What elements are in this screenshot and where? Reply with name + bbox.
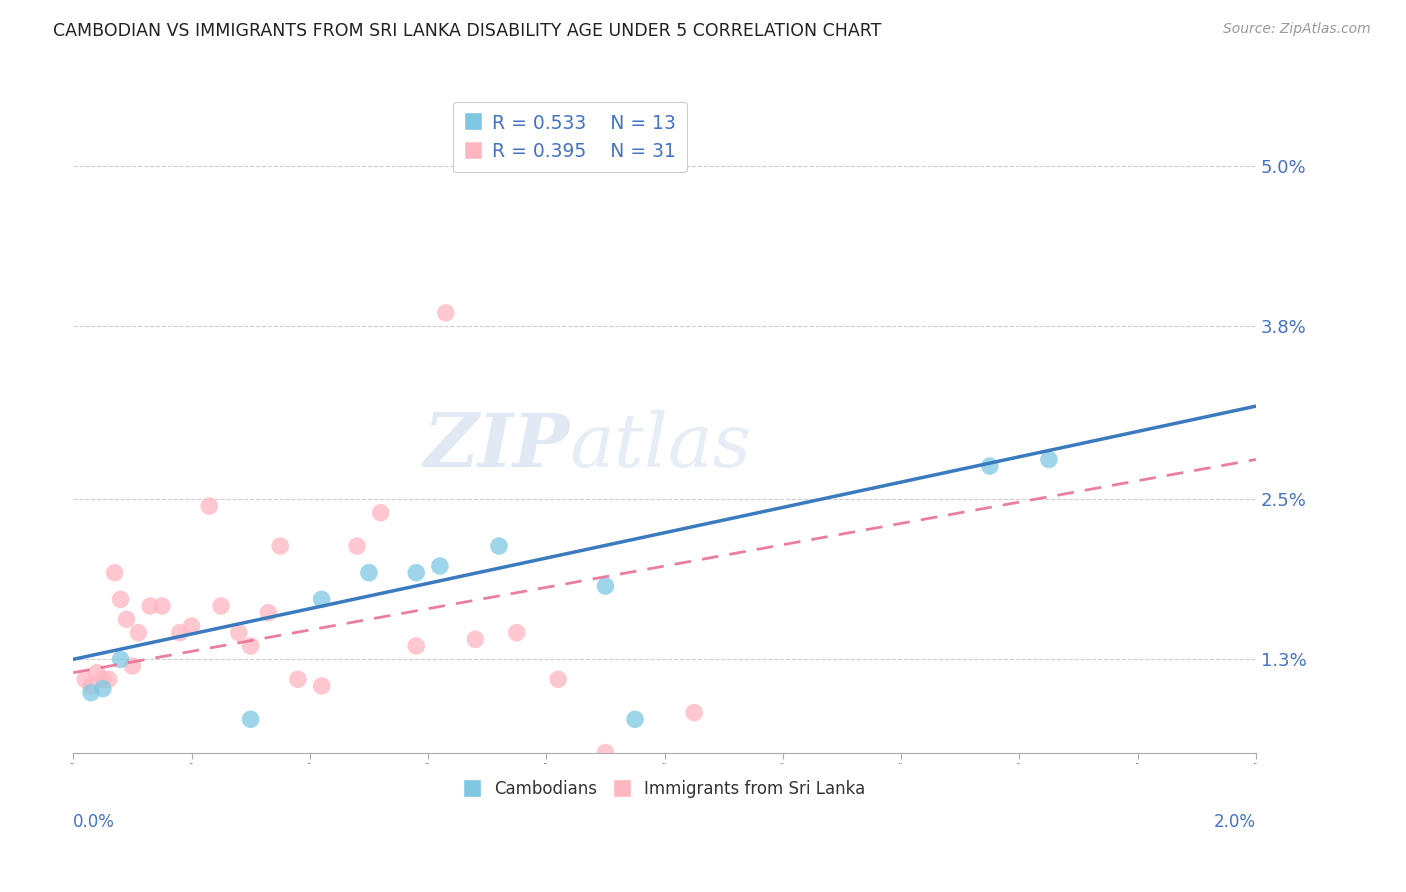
Point [1038, 452, 1060, 467]
Legend: Cambodians, Immigrants from Sri Lanka: Cambodians, Immigrants from Sri Lanka [457, 772, 872, 805]
Point [370, 506, 392, 520]
Point [86, 665, 108, 680]
Point [139, 599, 162, 613]
Point [464, 632, 486, 647]
Point [91, 673, 114, 687]
Point [127, 625, 149, 640]
Point [311, 592, 333, 607]
Point [269, 539, 291, 553]
Point [80, 685, 103, 699]
Point [169, 625, 191, 640]
Text: 2.0%: 2.0% [1213, 813, 1256, 830]
Point [595, 579, 617, 593]
Point [110, 592, 132, 607]
Point [547, 673, 569, 687]
Point [434, 306, 457, 320]
Point [683, 706, 706, 720]
Point [405, 566, 427, 580]
Text: CAMBODIAN VS IMMIGRANTS FROM SRI LANKA DISABILITY AGE UNDER 5 CORRELATION CHART: CAMBODIAN VS IMMIGRANTS FROM SRI LANKA D… [53, 22, 882, 40]
Point [595, 746, 617, 760]
Point [121, 659, 143, 673]
Point [97, 673, 120, 687]
Text: 0.0%: 0.0% [73, 813, 115, 830]
Text: atlas: atlas [569, 409, 752, 483]
Point [198, 499, 221, 513]
Point [624, 712, 647, 726]
Point [429, 559, 451, 574]
Point [104, 566, 127, 580]
Text: Source: ZipAtlas.com: Source: ZipAtlas.com [1223, 22, 1371, 37]
Point [228, 625, 250, 640]
Point [405, 639, 427, 653]
Point [239, 639, 262, 653]
Point [110, 652, 132, 666]
Point [979, 459, 1001, 474]
Point [488, 539, 510, 553]
Point [75, 673, 97, 687]
Point [115, 612, 138, 626]
Point [357, 566, 380, 580]
Point [311, 679, 333, 693]
Point [180, 619, 202, 633]
Point [150, 599, 173, 613]
Point [257, 606, 280, 620]
Text: ZIP: ZIP [423, 409, 569, 483]
Point [91, 681, 114, 696]
Point [209, 599, 232, 613]
Point [287, 673, 309, 687]
Point [80, 679, 103, 693]
Point [346, 539, 368, 553]
Point [239, 712, 262, 726]
Point [506, 625, 529, 640]
